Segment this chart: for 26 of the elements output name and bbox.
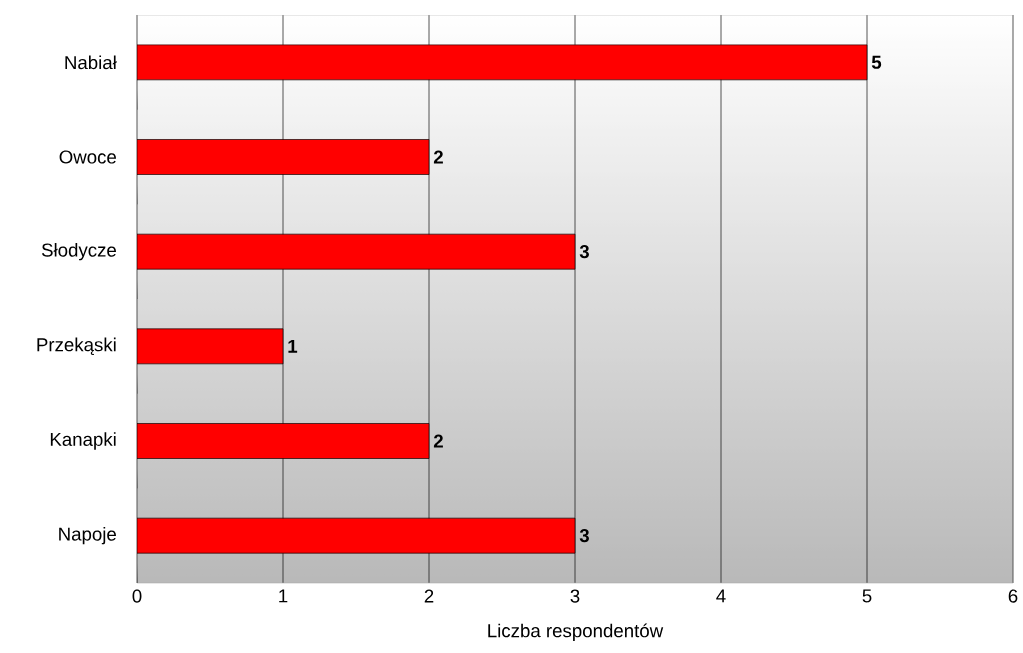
data-label: 2 [433, 150, 443, 164]
y-tick-label: Nabiał [65, 55, 117, 70]
x-tick-label: 3 [570, 589, 580, 603]
bar [137, 328, 284, 365]
data-label: 1 [288, 339, 298, 353]
y-tick-label: Słodycze [41, 242, 116, 261]
data-label: 5 [871, 55, 882, 69]
x-tick-label: 0 [132, 589, 142, 603]
y-tick-label: Przekąski [37, 337, 116, 356]
x-tick-label: 5 [862, 589, 872, 603]
bar [137, 423, 430, 459]
x-tick-label: 6 [1008, 589, 1018, 603]
bar [137, 44, 868, 81]
data-label: 2 [433, 434, 443, 448]
x-tick-label: 2 [424, 589, 434, 603]
y-tick-label: Napoje [59, 526, 116, 545]
data-label: 3 [579, 245, 589, 259]
x-tick-label: 4 [716, 589, 726, 603]
y-tick-label: Kanapki [50, 432, 116, 450]
bar [137, 517, 576, 554]
y-tick-label: Owoce [59, 150, 116, 164]
bar [137, 139, 430, 175]
bar [137, 233, 576, 270]
x-axis-title: Liczba respondentów [488, 623, 664, 642]
data-label: 3 [579, 529, 589, 543]
x-tick-label: 1 [279, 589, 288, 603]
